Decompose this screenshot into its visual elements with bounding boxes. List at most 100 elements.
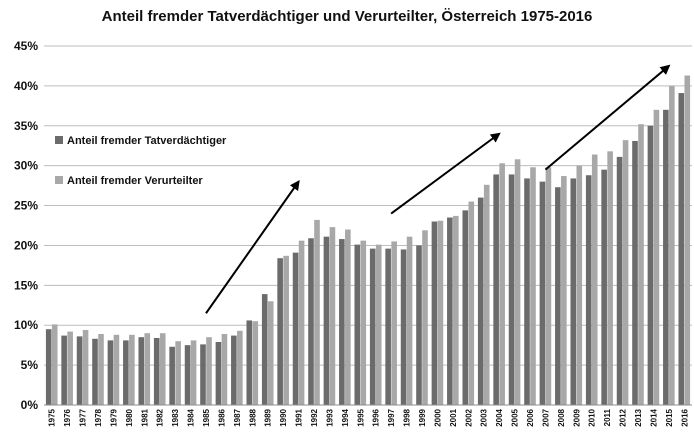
x-tick-label: 2012 bbox=[619, 408, 628, 426]
bar-verurteilte-1981 bbox=[144, 333, 151, 405]
bar-tatverdaechtige-1997 bbox=[385, 248, 391, 405]
trend-arrow bbox=[205, 179, 300, 314]
bar-tatverdaechtige-1988 bbox=[246, 320, 253, 405]
bars bbox=[45, 75, 691, 406]
x-tick-label: 1987 bbox=[233, 408, 242, 426]
x-tick-label: 2006 bbox=[526, 408, 535, 426]
bar-verurteilte-2013 bbox=[638, 124, 644, 405]
bar-verurteilte-2000 bbox=[437, 220, 444, 405]
x-tick-label: 2004 bbox=[495, 408, 504, 426]
y-tick-label: 35% bbox=[14, 119, 38, 133]
bar-verurteilte-2003 bbox=[483, 184, 490, 405]
bar-verurteilte-1990 bbox=[283, 255, 289, 405]
x-tick-label: 2016 bbox=[680, 408, 689, 426]
x-tick-label: 1998 bbox=[403, 408, 412, 426]
y-tick-label: 30% bbox=[14, 159, 38, 173]
x-tick-label: 1979 bbox=[109, 408, 118, 426]
x-tick-label: 1985 bbox=[202, 408, 211, 426]
bar-tatverdaechtige-1990 bbox=[277, 258, 283, 405]
x-tick-label: 1991 bbox=[295, 408, 304, 426]
axes: 0% 5% 10% 15% 20% 25% 30% 35% 40% 45% 1975 1976 1977… bbox=[14, 39, 692, 427]
bar-verurteilte-2006 bbox=[530, 167, 536, 405]
bar-tatverdaechtige-2013 bbox=[632, 140, 638, 406]
bar-tatverdaechtige-1977 bbox=[76, 336, 83, 405]
bar-tatverdaechtige-2007 bbox=[539, 181, 546, 405]
bar-tatverdaechtige-1985 bbox=[200, 344, 206, 405]
bar-tatverdaechtige-1992 bbox=[308, 238, 314, 405]
x-tick-label: 1984 bbox=[187, 408, 196, 426]
bar-tatverdaechtige-2012 bbox=[616, 156, 623, 405]
x-tick-label: 1990 bbox=[279, 408, 288, 426]
bar-verurteilte-1996 bbox=[375, 244, 382, 405]
bar-verurteilte-1994 bbox=[345, 229, 351, 405]
bar-tatverdaechtige-1980 bbox=[123, 340, 129, 405]
x-tick-label: 1996 bbox=[372, 408, 381, 426]
bar-tatverdaechtige-1995 bbox=[354, 244, 361, 405]
bar-verurteilte-1988 bbox=[252, 321, 259, 405]
bar-tatverdaechtige-1982 bbox=[153, 337, 160, 405]
bar-tatverdaechtige-2004 bbox=[493, 174, 499, 405]
bar-tatverdaechtige-2000 bbox=[431, 221, 438, 405]
bar-tatverdaechtige-1987 bbox=[231, 335, 237, 405]
bar-verurteilte-1985 bbox=[206, 337, 212, 405]
bar-verurteilte-1979 bbox=[113, 334, 120, 405]
bar-verurteilte-1987 bbox=[237, 330, 243, 405]
y-tick-label: 5% bbox=[21, 358, 39, 372]
bar-verurteilte-2004 bbox=[499, 163, 505, 405]
bar-tatverdaechtige-2003 bbox=[477, 197, 484, 405]
x-tick-label: 1983 bbox=[171, 408, 180, 426]
bar-verurteilte-1993 bbox=[329, 227, 336, 405]
x-tick-label: 1986 bbox=[217, 408, 226, 426]
bar-verurteilte-2008 bbox=[561, 176, 567, 405]
bar-tatverdaechtige-1976 bbox=[61, 335, 67, 405]
bar-tatverdaechtige-2002 bbox=[462, 210, 469, 405]
x-tick-label: 1975 bbox=[48, 408, 57, 426]
bar-verurteilte-1978 bbox=[98, 333, 104, 405]
bar-tatverdaechtige-2010 bbox=[585, 175, 592, 405]
bar-tatverdaechtige-1978 bbox=[92, 338, 98, 405]
x-tick-label: 1980 bbox=[125, 408, 134, 426]
x-tick-label: 1988 bbox=[248, 408, 257, 426]
bar-verurteilte-1992 bbox=[314, 219, 320, 405]
trend-arrow bbox=[390, 132, 501, 215]
x-tick-label: 1982 bbox=[156, 408, 165, 426]
bar-verurteilte-1975 bbox=[51, 324, 58, 405]
bar-verurteilte-1998 bbox=[406, 236, 413, 405]
bar-verurteilte-2002 bbox=[468, 201, 475, 405]
bar-verurteilte-1989 bbox=[267, 301, 274, 405]
legend-label: Anteil fremder Verurteilter bbox=[67, 175, 203, 187]
bar-tatverdaechtige-1999 bbox=[416, 245, 422, 405]
bar-verurteilte-2005 bbox=[514, 159, 521, 405]
bar-tatverdaechtige-1991 bbox=[292, 252, 299, 405]
bar-tatverdaechtige-1983 bbox=[169, 346, 175, 405]
bar-verurteilte-1999 bbox=[422, 230, 428, 405]
bar-tatverdaechtige-1998 bbox=[400, 249, 407, 405]
x-tick-label: 1993 bbox=[325, 408, 334, 426]
x-tick-label: 1999 bbox=[418, 408, 427, 426]
legend: Anteil fremder Tatverdächtiger Anteil fre… bbox=[55, 135, 227, 187]
y-tick-label: 10% bbox=[14, 318, 38, 332]
bar-verurteilte-1997 bbox=[391, 241, 397, 405]
bar-verurteilte-1984 bbox=[190, 340, 197, 405]
x-tick-label: 2000 bbox=[433, 408, 442, 426]
y-tick-label: 0% bbox=[21, 398, 39, 412]
x-tick-label: 1989 bbox=[264, 408, 273, 426]
bar-verurteilte-2014 bbox=[653, 109, 660, 406]
bar-verurteilte-1983 bbox=[175, 341, 181, 405]
bar-tatverdaechtige-2011 bbox=[601, 169, 607, 405]
bar-verurteilte-2007 bbox=[545, 167, 552, 405]
x-tick-label: 2013 bbox=[634, 408, 643, 426]
y-tick-label: 20% bbox=[14, 238, 38, 252]
bar-tatverdaechtige-2009 bbox=[570, 178, 577, 405]
legend-label: Anteil fremder Tatverdächtiger bbox=[67, 135, 227, 147]
bar-verurteilte-1980 bbox=[129, 334, 135, 405]
x-tick-label: 2003 bbox=[480, 408, 489, 426]
x-tick-label: 2009 bbox=[572, 408, 581, 426]
x-tick-label: 1992 bbox=[310, 408, 319, 426]
bar-tatverdaechtige-2005 bbox=[508, 174, 515, 405]
bar-verurteilte-1976 bbox=[67, 331, 73, 405]
bar-tatverdaechtige-2015 bbox=[663, 109, 669, 406]
bar-verurteilte-1986 bbox=[221, 333, 228, 405]
x-tick-label: 2002 bbox=[464, 408, 473, 426]
